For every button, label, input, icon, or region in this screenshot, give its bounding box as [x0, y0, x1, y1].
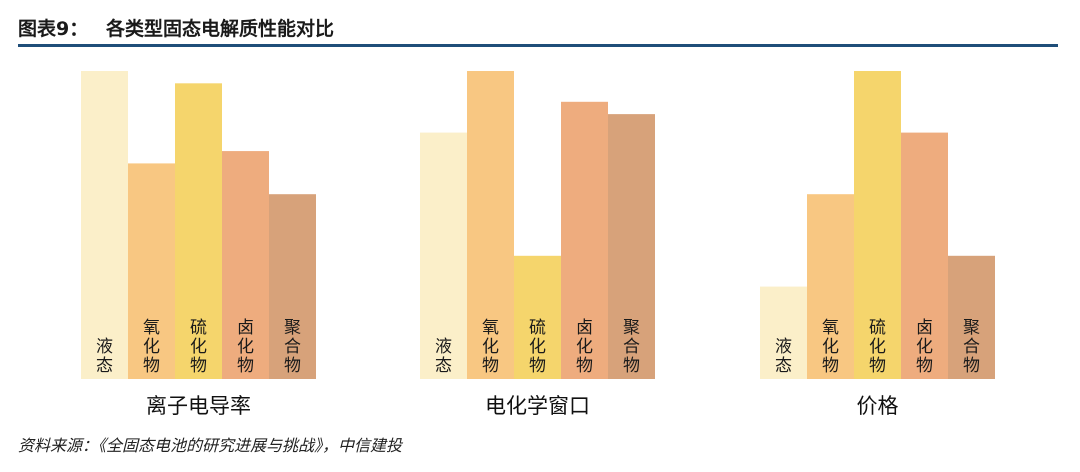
bar-label-3-4: 卤化物 — [916, 318, 933, 376]
bar-1-5 — [269, 194, 316, 379]
bar-3-5 — [948, 255, 995, 379]
bar-2-4 — [561, 101, 608, 380]
source-note: 资料来源：《全固态电池的研究进展与挑战》，中信建投 — [18, 436, 403, 455]
panel-title-3: 价格 — [857, 394, 899, 418]
bar-1-4 — [222, 151, 269, 379]
bar-2-2 — [467, 71, 514, 379]
bar-2-3 — [514, 255, 561, 379]
panel-title-2: 电化学窗口 — [485, 394, 590, 418]
bar-3-4 — [901, 132, 948, 379]
header-rule — [18, 44, 1058, 47]
figure-header: 图表9： 各类型固态电解质性能对比 — [18, 12, 1058, 48]
panel-title-1: 离子电导率 — [146, 394, 251, 418]
bar-1-2 — [128, 163, 175, 379]
bar-label-2-4: 卤化物 — [576, 318, 593, 376]
bar-label-3-1: 液态 — [775, 337, 792, 376]
bar-label-2-3: 硫化物 — [529, 318, 546, 376]
bar-label-3-5: 聚合物 — [963, 318, 980, 376]
bar-3-1 — [760, 286, 807, 379]
bar-label-2-2: 氧化物 — [482, 318, 499, 376]
bar-2-1 — [420, 132, 467, 379]
bar-label-1-5: 聚合物 — [284, 318, 301, 376]
bar-1-1 — [81, 71, 128, 379]
figure-title: 各类型固态电解质性能对比 — [106, 18, 335, 40]
bar-label-1-2: 氧化物 — [143, 318, 160, 376]
bar-1-3 — [175, 83, 222, 379]
bar-2-5 — [608, 114, 655, 380]
comparison-chart: 液态氧化物硫化物卤化物聚合物离子电导率液态氧化物硫化物卤化物聚合物电化学窗口液态… — [81, 71, 995, 418]
bar-label-3-2: 氧化物 — [822, 318, 839, 376]
bar-label-1-4: 卤化物 — [237, 318, 254, 376]
figure-label: 图表9： — [18, 18, 89, 40]
bar-3-3 — [854, 71, 901, 379]
bar-label-1-3: 硫化物 — [190, 318, 207, 376]
bar-label-1-1: 液态 — [96, 337, 113, 376]
bar-3-2 — [807, 194, 854, 379]
bar-label-2-5: 聚合物 — [623, 318, 640, 376]
bar-label-3-3: 硫化物 — [869, 318, 886, 376]
bar-label-2-1: 液态 — [435, 337, 452, 376]
